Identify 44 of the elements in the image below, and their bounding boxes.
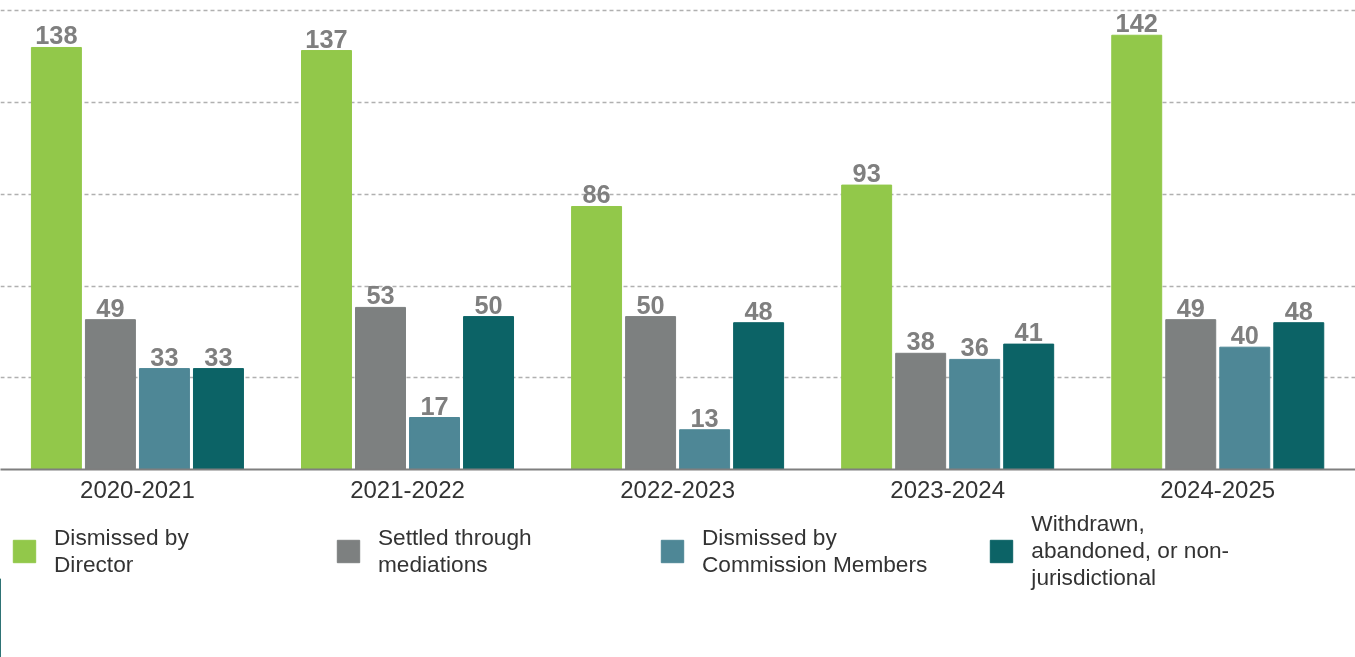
data-label: 33 bbox=[204, 342, 233, 371]
x-tick-label: 2021-2022 bbox=[350, 475, 465, 503]
data-label: 17 bbox=[420, 391, 449, 420]
x-tick-label: 2020-2021 bbox=[80, 475, 195, 503]
bar bbox=[841, 184, 893, 470]
bar bbox=[949, 358, 1001, 470]
bar bbox=[733, 322, 785, 470]
legend-label: Withdrawn, abandoned, or non-jurisdictional bbox=[1031, 510, 1231, 591]
data-label: 41 bbox=[1014, 318, 1043, 347]
data-label: 50 bbox=[474, 290, 503, 319]
data-label: 48 bbox=[1284, 296, 1313, 325]
bar bbox=[1273, 322, 1325, 470]
bar bbox=[301, 50, 352, 470]
data-label: 40 bbox=[1230, 321, 1259, 350]
bar bbox=[571, 206, 623, 470]
bar bbox=[1003, 343, 1055, 470]
data-label: 49 bbox=[1176, 293, 1205, 322]
bar bbox=[30, 46, 82, 470]
bar bbox=[138, 368, 190, 470]
bar bbox=[1219, 346, 1271, 470]
data-label: 138 bbox=[35, 21, 78, 50]
data-label: 137 bbox=[305, 24, 348, 53]
x-tick-label: 2023-2024 bbox=[890, 475, 1006, 503]
data-label: 93 bbox=[852, 159, 881, 188]
bar bbox=[679, 429, 731, 470]
legend-label: Dismissed by Director bbox=[54, 523, 190, 578]
data-label: 50 bbox=[636, 290, 665, 319]
bar bbox=[1111, 34, 1163, 470]
data-label: 48 bbox=[744, 296, 773, 325]
x-tick-label: 2022-2023 bbox=[620, 475, 735, 503]
bar bbox=[409, 417, 460, 470]
data-label: 142 bbox=[1115, 9, 1158, 38]
x-tick-label: 2024-2025 bbox=[1160, 475, 1276, 503]
data-label: 86 bbox=[582, 180, 611, 209]
data-label: 36 bbox=[960, 333, 989, 362]
data-label: 49 bbox=[96, 293, 125, 322]
bar bbox=[463, 316, 515, 470]
data-label: 13 bbox=[690, 403, 719, 432]
data-label: 38 bbox=[906, 327, 935, 356]
data-label: 33 bbox=[150, 342, 179, 371]
data-label: 53 bbox=[366, 281, 395, 310]
bar bbox=[192, 368, 244, 470]
legend-label: Dismissed by Commission Members bbox=[702, 523, 928, 578]
legend-label: Settled through mediations bbox=[378, 523, 533, 578]
